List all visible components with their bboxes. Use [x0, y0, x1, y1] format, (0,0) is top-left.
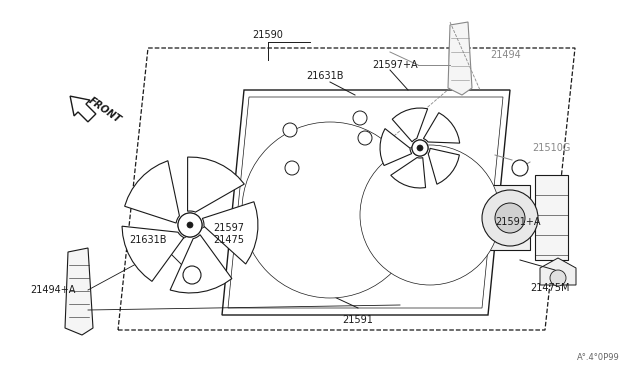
Circle shape: [353, 111, 367, 125]
Text: 21494+A: 21494+A: [30, 285, 76, 295]
Polygon shape: [65, 248, 93, 335]
Polygon shape: [428, 148, 460, 184]
Text: 21475M: 21475M: [530, 283, 570, 293]
Circle shape: [495, 203, 525, 233]
Circle shape: [242, 122, 418, 298]
Circle shape: [360, 145, 500, 285]
Polygon shape: [448, 22, 472, 95]
Circle shape: [550, 270, 566, 286]
Text: 21597: 21597: [213, 223, 244, 233]
Text: 21590: 21590: [253, 30, 284, 40]
Circle shape: [482, 190, 538, 246]
Text: 21510G: 21510G: [532, 143, 570, 153]
Circle shape: [178, 213, 202, 237]
Text: 21475: 21475: [213, 235, 244, 245]
Polygon shape: [535, 175, 568, 260]
Text: 21591: 21591: [342, 315, 373, 325]
Polygon shape: [202, 202, 258, 264]
Polygon shape: [488, 185, 530, 250]
Polygon shape: [188, 157, 244, 212]
Polygon shape: [170, 235, 232, 293]
Circle shape: [358, 131, 372, 145]
Circle shape: [183, 266, 201, 284]
Circle shape: [365, 150, 495, 280]
Polygon shape: [70, 96, 96, 122]
Text: FRONT: FRONT: [87, 95, 123, 125]
Polygon shape: [122, 226, 184, 281]
Text: 21494: 21494: [490, 50, 521, 60]
Polygon shape: [125, 161, 179, 223]
Circle shape: [433, 121, 447, 135]
Polygon shape: [392, 108, 428, 142]
Circle shape: [417, 145, 423, 151]
Text: 21631B: 21631B: [307, 71, 344, 81]
Text: 21631B: 21631B: [129, 235, 167, 245]
Circle shape: [187, 222, 193, 228]
Polygon shape: [391, 158, 426, 188]
Text: A°.4°0P99: A°.4°0P99: [577, 353, 620, 362]
Circle shape: [412, 140, 428, 156]
Polygon shape: [380, 129, 412, 166]
Text: 21597+A: 21597+A: [372, 60, 418, 70]
Polygon shape: [540, 258, 576, 285]
Circle shape: [512, 160, 528, 176]
Circle shape: [285, 161, 299, 175]
Circle shape: [412, 140, 428, 156]
Polygon shape: [424, 113, 460, 143]
Circle shape: [178, 213, 202, 237]
Circle shape: [283, 123, 297, 137]
Text: 21591+A: 21591+A: [495, 217, 541, 227]
Circle shape: [248, 128, 412, 292]
